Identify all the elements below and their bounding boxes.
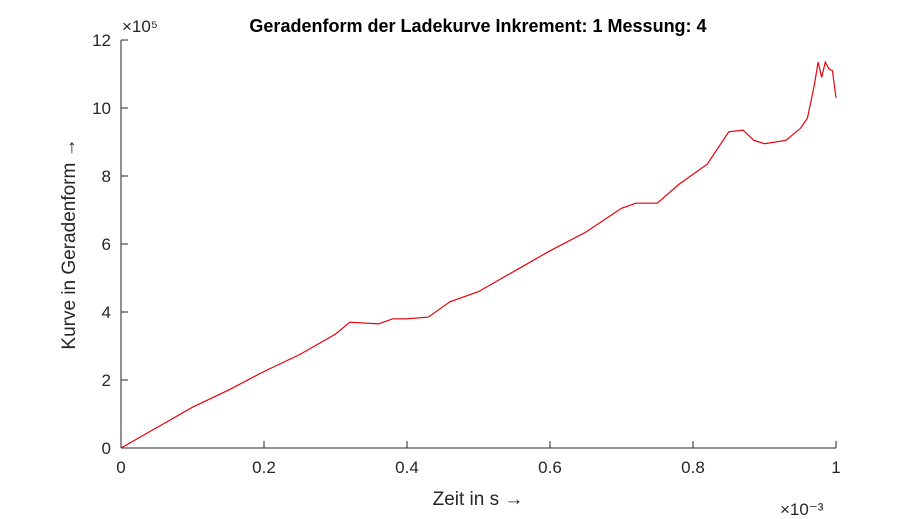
y-tick-label: 0	[102, 439, 111, 458]
x-tick-label: 0.2	[252, 458, 276, 477]
chart-title: Geradenform der Ladekurve Inkrement: 1 M…	[249, 16, 706, 36]
y-axis-label: Kurve in Geradenform →	[59, 138, 80, 349]
x-tick-label: 0	[116, 458, 125, 477]
y-tick-label: 6	[102, 235, 111, 254]
x-tick-label: 1	[831, 458, 840, 477]
x-tick-label: 0.4	[395, 458, 419, 477]
y-tick-label: 2	[102, 371, 111, 390]
x-axis-label: Zeit in s →	[433, 489, 524, 510]
y-tick-label: 4	[102, 303, 111, 322]
y-tick-label: 10	[92, 99, 111, 118]
x-tick-label: 0.6	[538, 458, 562, 477]
series-line	[120, 60, 837, 449]
x-exponent-label: ×10⁻³	[780, 500, 824, 519]
y-tick-label: 12	[92, 31, 111, 50]
y-exponent-label: ×10⁵	[122, 17, 158, 36]
axes	[120, 40, 836, 449]
y-axis-ticks: 0 2 4 6 8 10 12	[92, 31, 128, 458]
x-tick-label: 0.8	[681, 458, 705, 477]
y-tick-label: 8	[102, 167, 111, 186]
x-axis-ticks: 0 0.2 0.4 0.6 0.8 1	[116, 441, 841, 477]
